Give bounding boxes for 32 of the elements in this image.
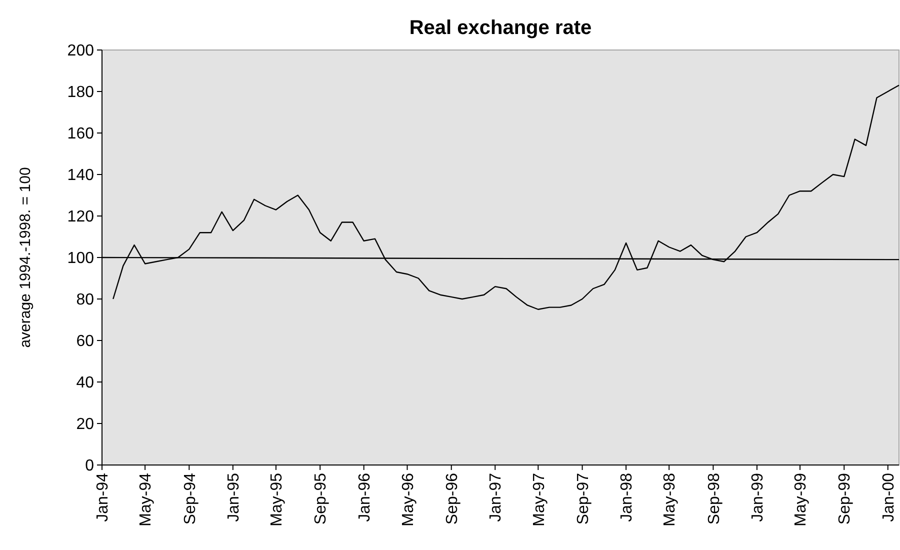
y-tick-label: 20	[76, 416, 94, 434]
x-tick-label: May-99	[792, 472, 810, 526]
x-tick-label: Sep-99	[836, 472, 854, 525]
y-tick-label: 40	[76, 374, 94, 392]
x-tick-label: Sep-97	[574, 472, 592, 525]
y-tick-label: 60	[76, 333, 94, 350]
y-tick-label: 0	[85, 458, 94, 475]
x-tick-label: Jan-94	[94, 472, 112, 522]
x-tick-label: Sep-98	[706, 472, 723, 525]
y-tick-label: 100	[67, 250, 94, 268]
x-tick-label: Sep-94	[182, 472, 199, 525]
x-tick-label: Jan-99	[750, 472, 767, 522]
x-tick-label: Jan-97	[488, 472, 505, 522]
y-axis-title: average 1994.-1998. = 100	[17, 167, 34, 348]
x-tick-label: Jan-95	[226, 472, 243, 522]
y-tick-label: 80	[76, 292, 94, 309]
y-tick-label: 120	[67, 208, 94, 226]
x-tick-label: Jan-96	[356, 472, 374, 522]
y-tick-label: 200	[67, 42, 94, 60]
x-tick-label: May-97	[530, 472, 548, 526]
y-tick-label: 180	[67, 84, 94, 102]
x-tick-label: May-96	[400, 472, 417, 526]
x-tick-label: May-95	[268, 472, 286, 526]
x-tick-label: Jan-98	[618, 472, 636, 522]
x-tick-label: May-98	[662, 472, 679, 526]
x-tick-label: Sep-96	[444, 472, 461, 525]
x-tick-label: May-94	[138, 472, 155, 526]
x-tick-label: Sep-95	[312, 472, 330, 525]
y-tick-label: 160	[67, 126, 94, 143]
y-tick-label: 140	[67, 167, 94, 184]
chart-title: Real exchange rate	[409, 17, 592, 39]
x-tick-label: Jan-00	[880, 472, 898, 522]
